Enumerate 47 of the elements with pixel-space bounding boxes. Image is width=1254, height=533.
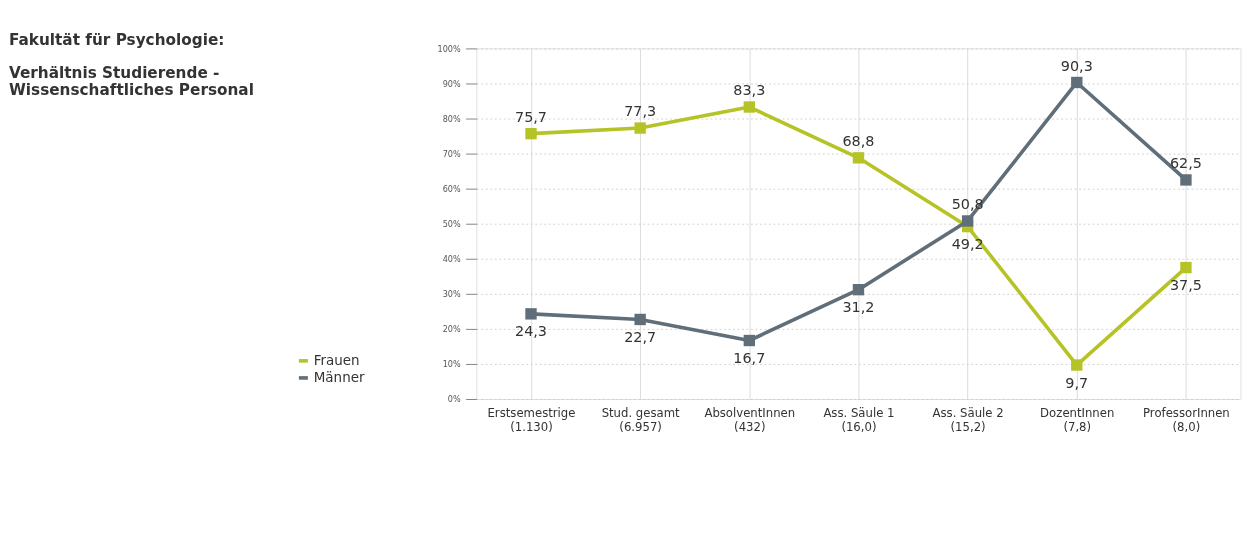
y-tick-label: 70% <box>442 148 462 159</box>
y-tick-label: 10% <box>442 359 462 370</box>
point <box>525 308 537 320</box>
y-tick-label: 90% <box>442 78 462 89</box>
y-tick-label: 50% <box>442 218 462 229</box>
x-tick-label: Ass. Säule 2 (15,2) <box>932 406 1004 434</box>
y-tick-label: 100% <box>437 43 462 54</box>
data-label: 16,7 <box>733 349 766 366</box>
legend-label: Männer <box>313 369 365 386</box>
x-tick-label: Stud. gesamt (6.957) <box>601 406 681 434</box>
point <box>743 101 755 113</box>
y-tick-label: 0% <box>447 394 462 405</box>
y-tick-label: 60% <box>442 183 462 194</box>
data-label: 83,3 <box>733 82 766 99</box>
point <box>743 334 755 347</box>
y-tick-label: 30% <box>442 289 462 300</box>
text: Verhältnis Studierende - Wissenschaftliches Personal <box>8 64 254 100</box>
data-label: 22,7 <box>624 328 657 345</box>
point <box>852 152 865 164</box>
point <box>634 122 646 134</box>
data-label: 68,8 <box>842 133 875 150</box>
x-tick-label: DozentInnen (7,8) <box>1040 406 1115 434</box>
data-label: 62,5 <box>1169 155 1202 172</box>
x-tick-label: Erstsemestrige (1.130) <box>487 406 576 434</box>
data-label: 9,7 <box>1065 374 1089 391</box>
point <box>1180 174 1192 186</box>
y-tick-label: 40% <box>442 253 462 264</box>
point <box>634 313 646 326</box>
legend-label: Frauen <box>313 352 360 369</box>
point <box>961 215 974 227</box>
point <box>1071 76 1083 89</box>
data-label: 90,3 <box>1060 57 1093 74</box>
x-tick-label: Ass. Säule 1 (16,0) <box>823 406 895 434</box>
data-label: 75,7 <box>515 108 548 125</box>
point <box>1071 359 1083 371</box>
x-tick-label: AbsolventInnen (432) <box>704 406 796 434</box>
data-label: 77,3 <box>624 103 657 120</box>
text: Fakultät für Psychologie: <box>8 30 225 49</box>
x-tick-label: ProfessorInnen (8,0) <box>1143 406 1230 434</box>
data-label: 24,3 <box>515 323 548 340</box>
y-tick-label: 20% <box>442 324 462 335</box>
point <box>525 127 537 140</box>
point <box>1180 261 1192 274</box>
y-tick-label: 80% <box>442 113 462 124</box>
data-label: 37,5 <box>1169 277 1202 294</box>
point <box>852 283 865 296</box>
data-label: 31,2 <box>842 299 875 316</box>
